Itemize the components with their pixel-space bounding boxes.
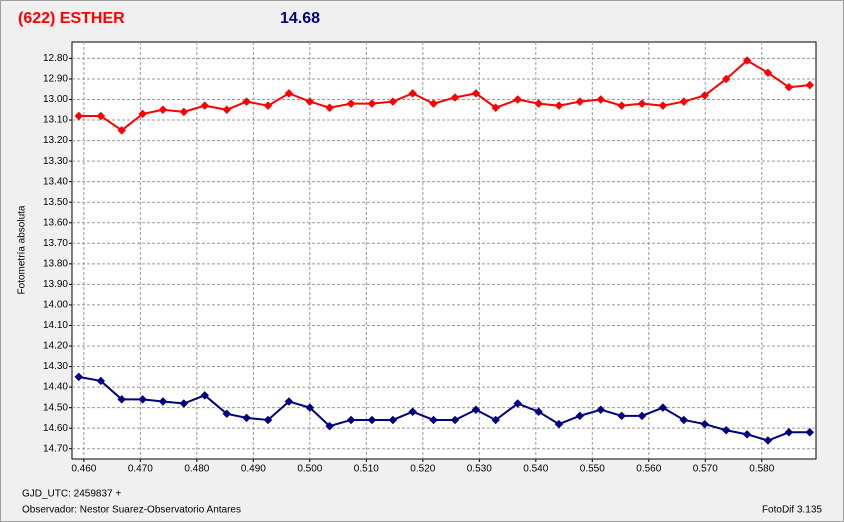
series-line bbox=[78, 59, 810, 132]
data-point bbox=[325, 103, 334, 112]
data-point bbox=[784, 428, 794, 437]
data-point bbox=[96, 111, 106, 121]
data-point bbox=[388, 97, 398, 106]
footer-version: FotoDif 3.135 bbox=[762, 505, 822, 516]
data-point bbox=[200, 101, 209, 110]
data-point bbox=[200, 391, 209, 400]
data-point bbox=[96, 376, 106, 386]
data-point bbox=[534, 407, 543, 416]
data-point bbox=[222, 409, 232, 419]
data-point bbox=[325, 421, 334, 431]
data-point bbox=[658, 403, 668, 412]
x-tick-label: 0.490 bbox=[241, 464, 266, 475]
y-tick-label: 13.10 bbox=[43, 115, 68, 126]
data-point bbox=[74, 372, 84, 382]
x-tick-label: 0.550 bbox=[580, 464, 605, 475]
data-point bbox=[284, 397, 294, 406]
chart-title: (622) ESTHER bbox=[18, 10, 125, 27]
y-tick-label: 14.70 bbox=[43, 443, 68, 454]
y-tick-label: 12.80 bbox=[43, 53, 68, 64]
y-tick-label: 14.50 bbox=[43, 402, 68, 413]
data-point bbox=[179, 107, 189, 117]
data-point bbox=[471, 405, 481, 414]
data-point bbox=[222, 105, 232, 115]
data-point bbox=[513, 399, 522, 408]
data-point bbox=[367, 415, 377, 425]
x-tick-label: 0.580 bbox=[749, 464, 774, 475]
data-point bbox=[138, 395, 147, 404]
x-tick-label: 0.480 bbox=[184, 464, 209, 475]
data-point bbox=[179, 399, 189, 408]
x-tick-label: 0.570 bbox=[693, 464, 718, 475]
data-point bbox=[450, 93, 460, 102]
data-point bbox=[617, 411, 626, 421]
x-tick-label: 0.540 bbox=[523, 464, 548, 475]
y-tick-label: 13.20 bbox=[43, 135, 68, 146]
x-tick-label: 0.520 bbox=[410, 464, 435, 475]
data-point bbox=[242, 413, 251, 423]
footer-gjd: GJD_UTC: 2459837 + bbox=[22, 489, 121, 500]
data-point bbox=[367, 99, 377, 108]
y-tick-label: 14.30 bbox=[43, 361, 68, 372]
data-point bbox=[138, 109, 147, 119]
data-point bbox=[408, 89, 417, 98]
y-tick-label: 13.30 bbox=[43, 156, 68, 167]
data-point bbox=[284, 89, 294, 98]
data-point bbox=[388, 415, 398, 425]
x-tick-label: 0.530 bbox=[467, 464, 492, 475]
y-tick-label: 13.00 bbox=[43, 94, 68, 105]
y-axis-label: Fotometría absoluta bbox=[17, 205, 28, 294]
y-tick-label: 14.10 bbox=[43, 320, 68, 331]
magnitude: 14.68 bbox=[280, 10, 320, 27]
data-point bbox=[263, 415, 273, 425]
y-tick-label: 14.20 bbox=[43, 341, 68, 352]
y-tick-label: 13.80 bbox=[43, 258, 68, 269]
y-tick-label: 13.70 bbox=[43, 238, 68, 249]
y-tick-label: 13.60 bbox=[43, 217, 68, 228]
footer-observer: Observador: Nestor Suarez-Observatorio A… bbox=[22, 505, 241, 516]
x-tick-label: 0.460 bbox=[71, 464, 96, 475]
data-point bbox=[346, 99, 356, 108]
data-point bbox=[429, 415, 438, 425]
y-tick-label: 14.40 bbox=[43, 382, 68, 393]
x-tick-label: 0.470 bbox=[128, 464, 153, 475]
data-point bbox=[450, 415, 460, 425]
data-point bbox=[763, 436, 773, 445]
y-tick-label: 14.00 bbox=[43, 300, 68, 311]
data-point bbox=[742, 430, 752, 439]
data-point bbox=[429, 99, 438, 108]
data-point bbox=[305, 403, 315, 412]
data-point bbox=[596, 405, 606, 414]
data-point bbox=[242, 97, 251, 106]
data-point bbox=[471, 89, 481, 98]
y-tick-label: 13.90 bbox=[43, 279, 68, 290]
x-tick-label: 0.510 bbox=[354, 464, 379, 475]
y-tick-label: 13.40 bbox=[43, 176, 68, 187]
data-point bbox=[637, 411, 647, 421]
y-tick-label: 12.90 bbox=[43, 74, 68, 85]
data-point bbox=[263, 101, 273, 110]
data-point bbox=[117, 395, 126, 404]
data-point bbox=[805, 428, 815, 437]
x-tick-label: 0.560 bbox=[636, 464, 661, 475]
data-point bbox=[700, 419, 709, 429]
data-point bbox=[346, 415, 356, 425]
data-point bbox=[491, 103, 500, 112]
data-point bbox=[158, 105, 168, 115]
data-point bbox=[679, 415, 689, 425]
y-tick-label: 13.50 bbox=[43, 197, 68, 208]
plot-area bbox=[71, 41, 817, 460]
data-point bbox=[575, 411, 585, 421]
data-point bbox=[305, 97, 315, 106]
data-point bbox=[721, 425, 731, 435]
data-point bbox=[117, 126, 126, 135]
data-point bbox=[554, 419, 564, 429]
data-point bbox=[408, 407, 417, 416]
y-tick-label: 14.60 bbox=[43, 423, 68, 434]
x-tick-label: 0.500 bbox=[297, 464, 322, 475]
data-point bbox=[158, 397, 168, 406]
data-point bbox=[491, 415, 500, 425]
data-point bbox=[74, 111, 84, 121]
